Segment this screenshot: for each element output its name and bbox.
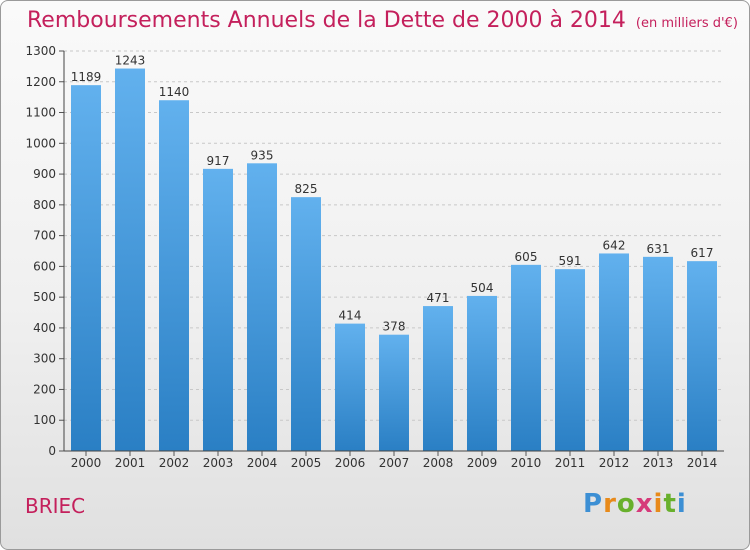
x-tick-label: 2011 [555, 456, 586, 470]
bar-value-label: 471 [427, 291, 450, 305]
bar-value-label: 605 [515, 250, 538, 264]
y-tick-label: 1300 [25, 44, 56, 58]
proxiti-logo: Proxiti [583, 489, 687, 519]
x-tick-label: 2001 [115, 456, 146, 470]
x-tick-label: 2008 [423, 456, 454, 470]
bar [555, 269, 585, 451]
x-tick-label: 2006 [335, 456, 366, 470]
bars: 1189 1243 1140 917 935 825 414 378 471 504 605 591 6… [71, 54, 717, 452]
x-tick-label: 2007 [379, 456, 410, 470]
x-tick-label: 2012 [599, 456, 630, 470]
bar [247, 163, 277, 452]
x-tick-label: 2003 [203, 456, 234, 470]
bar-value-label: 591 [559, 254, 582, 268]
y-tick-label: 800 [33, 198, 56, 212]
bar-value-label: 1243 [115, 54, 146, 68]
bar-value-label: 917 [207, 154, 230, 168]
chart-title: Remboursements Annuels de la Dette de 20… [27, 8, 738, 33]
y-tick-label: 1100 [25, 106, 56, 120]
bar-value-label: 642 [603, 238, 626, 252]
bar [335, 323, 365, 451]
y-tick-label: 400 [33, 321, 56, 335]
x-tick-label: 2009 [467, 456, 498, 470]
bar [511, 264, 541, 451]
x-tick-label: 2014 [687, 456, 718, 470]
y-tick-label: 900 [33, 167, 56, 181]
y-tick-label: 700 [33, 229, 56, 243]
bar [643, 256, 673, 451]
bar-value-label: 825 [295, 182, 318, 196]
bar [71, 85, 101, 452]
y-tick-label: 1000 [25, 136, 56, 150]
bar-value-label: 1189 [71, 70, 102, 84]
bar [599, 253, 629, 451]
bar [379, 334, 409, 451]
bar [467, 295, 497, 451]
chart-title-text: Remboursements Annuels de la Dette de 20… [27, 8, 626, 33]
y-tick-label: 500 [33, 290, 56, 304]
x-tick-label: 2005 [291, 456, 322, 470]
bar [203, 168, 233, 451]
y-tick-label: 1200 [25, 75, 56, 89]
bar [291, 197, 321, 451]
x-tick-label: 2010 [511, 456, 542, 470]
bar-value-label: 504 [471, 281, 494, 295]
bar-value-label: 414 [339, 309, 362, 323]
x-tick-label: 2002 [159, 456, 190, 470]
bar [687, 261, 717, 451]
x-tick-label: 2004 [247, 456, 278, 470]
chart-unit: (en milliers d'€) [635, 16, 738, 31]
y-tick-label: 600 [33, 259, 56, 273]
bar [423, 306, 453, 451]
y-tick-label: 200 [33, 382, 56, 396]
y-tick-label: 300 [33, 352, 56, 366]
bar-value-label: 617 [691, 246, 714, 260]
axes: 0 100 200 300 400 500 600 700 800 900 1000 1100 1200… [25, 44, 724, 470]
y-tick-label: 100 [33, 413, 56, 427]
bar-value-label: 1140 [159, 85, 190, 99]
bar-value-label: 631 [647, 242, 670, 256]
bar [159, 100, 189, 451]
x-tick-label: 2000 [71, 456, 102, 470]
bar-value-label: 378 [383, 320, 406, 334]
bar [115, 68, 145, 452]
commune-name: BRIEC [25, 494, 86, 518]
bar-value-label: 935 [251, 148, 274, 162]
y-tick-label: 0 [48, 444, 56, 458]
x-tick-label: 2013 [643, 456, 674, 470]
